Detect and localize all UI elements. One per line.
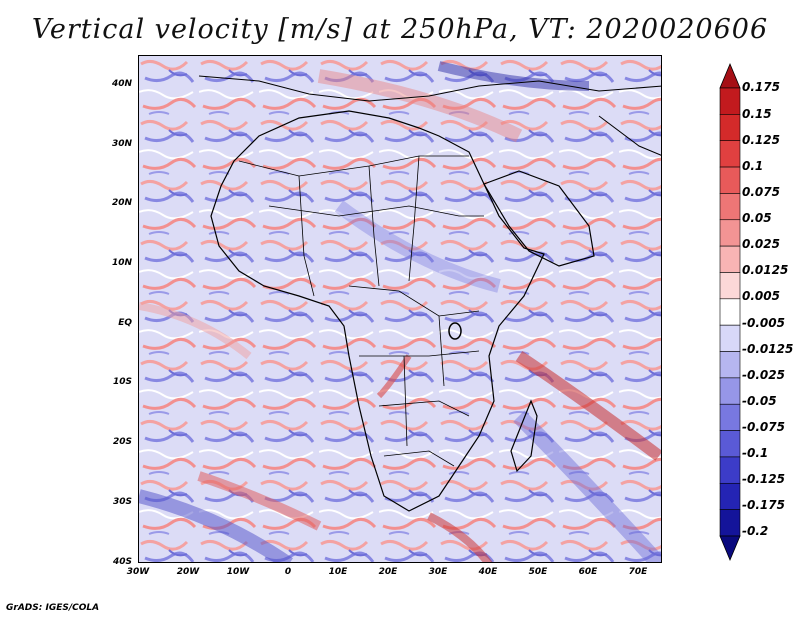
europe-coastline [198,75,661,102]
lon-label: 70E [628,567,648,577]
colorbar-label: -0.1 [742,446,769,460]
colorbar-swatch [719,456,741,484]
downdraft-band [334,200,501,293]
lon-label: 30E [428,567,448,577]
colorbar-swatch [719,219,741,247]
colorbar-label: 0.15 [742,107,772,121]
lon-label: 40E [478,567,498,577]
chart-title: Vertical velocity [m/s] at 250hPa, VT: 2… [31,14,769,45]
lon-label: 10W [226,567,250,577]
lon-label: 10E [328,567,348,577]
colorbar-label: -0.125 [742,472,785,486]
colorbar-label: -0.2 [742,524,769,538]
arabia-coastline [483,170,595,267]
colorbar-label: -0.005 [742,316,785,330]
colorbar-label: 0.1 [742,159,764,173]
credit-label: GrADS: IGES/COLA [6,603,100,613]
downdraft-band [513,410,661,562]
lat-label: EQ [118,318,132,328]
downdraft-band [437,61,590,91]
colorbar-label: -0.175 [742,498,785,512]
updraft-band [139,302,252,360]
colorbar-swatch [719,166,741,194]
colorbar-label: 0.0125 [742,263,789,277]
lat-label: 20S [112,437,132,447]
colorbar [719,62,741,562]
colorbar-label: 0.175 [742,80,780,94]
updraft-band [515,351,661,461]
map-plot-area [138,55,662,563]
colorbar-label: 0.005 [742,289,780,303]
colorbar-label: -0.075 [742,420,785,434]
madagascar-coastline [510,399,538,473]
asia-coastline [598,115,661,156]
colorbar-label: 0.025 [742,237,780,251]
colorbar-swatch [719,193,741,221]
country-borders [238,155,484,467]
lon-label: 30W [126,567,150,577]
colorbar-swatch [719,140,741,168]
africa-coastline [210,110,545,512]
colorbar-label: 0.125 [742,133,780,147]
lon-label: 20W [176,567,200,577]
velocity-field [139,56,661,562]
updraft-band [376,354,412,399]
colorbar-swatch [719,298,741,326]
lat-label: 10N [111,258,132,268]
lat-label: 40S [112,557,132,567]
updraft-band [317,69,523,143]
lat-label: 40N [111,79,132,89]
map-svg [139,56,661,562]
colorbar-swatch [719,114,741,142]
lon-label: 0 [284,567,292,577]
downdraft-band [139,489,293,562]
colorbar-swatch [719,272,741,300]
lat-label: 20N [111,198,132,208]
colorbar-swatch [719,351,741,379]
lon-label: 50E [528,567,548,577]
colorbar-swatch [719,482,741,510]
updraft-band [427,512,493,562]
colorbar-label: -0.05 [742,394,777,408]
colorbar-swatch [719,87,741,115]
colorbar-swatch [719,377,741,405]
colorbar-label: 0.05 [742,211,772,225]
lon-label: 60E [578,567,598,577]
colorbar-swatch [719,430,741,458]
lat-label: 30S [112,497,132,507]
colorbar-label: -0.0125 [742,342,794,356]
updraft-band [197,471,322,531]
lon-label: 20E [378,567,398,577]
colorbar-label: -0.025 [742,368,785,382]
lat-label: 30N [111,139,132,149]
colorbar-arrow-bottom [719,535,741,562]
colorbar-arrow-top [719,62,741,89]
colorbar-label: 0.075 [742,185,780,199]
lake-victoria [448,322,462,340]
lat-label: 10S [112,377,132,387]
colorbar-swatch [719,403,741,431]
colorbar-swatch [719,324,741,352]
colorbar-swatch [719,509,741,537]
colorbar-swatch [719,245,741,273]
